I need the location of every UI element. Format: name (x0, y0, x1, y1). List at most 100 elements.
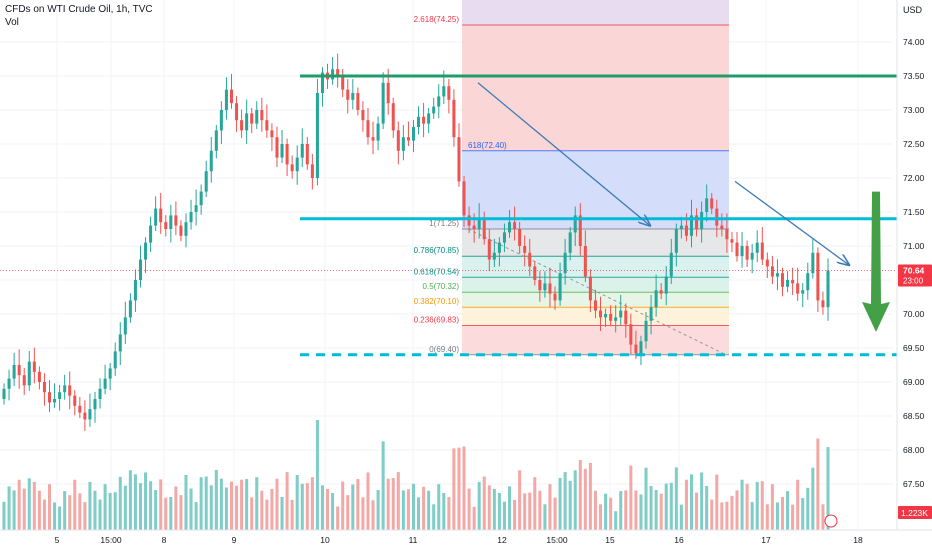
volume-bar (144, 472, 148, 530)
fib-level-label: 0.236(69.83) (414, 316, 460, 325)
volume-bar (725, 501, 729, 530)
y-tick-label: 74.00 (903, 37, 925, 47)
candle-body (422, 116, 426, 124)
candle-body (406, 137, 410, 141)
volume-bar (775, 502, 779, 530)
volume-bar (265, 499, 269, 530)
candle-body (331, 69, 335, 80)
volume-bar (300, 483, 304, 530)
candle-body (184, 222, 188, 236)
candle-body (492, 252, 496, 260)
candle-body (12, 365, 16, 379)
candle-body (659, 290, 663, 294)
volume-bar (113, 492, 117, 530)
candle-body (487, 239, 491, 260)
volume-bar (275, 478, 279, 530)
volume-bar (821, 504, 825, 530)
candle-body (629, 324, 633, 345)
trend-arrow-1 (477, 82, 650, 226)
volume-bar (22, 488, 26, 530)
currency-label: USD (902, 5, 922, 15)
candle-body (371, 137, 375, 141)
fib-level-label: 0.786(70.85) (414, 246, 460, 255)
volume-bar (2, 501, 6, 530)
candle-body (22, 375, 26, 386)
y-tick-label: 72.00 (903, 173, 925, 183)
x-tick-label: 15:00 (546, 535, 568, 545)
candle-body (588, 276, 592, 301)
volume-bar (310, 477, 314, 530)
volume-bar (442, 492, 446, 530)
volume-bar (73, 479, 77, 530)
candle-body (229, 89, 234, 104)
candle-body (245, 113, 249, 131)
volume-bar (487, 485, 491, 530)
volume-bar (568, 480, 572, 530)
candle-body (169, 215, 173, 229)
volume-bar (609, 497, 613, 530)
candle-body (578, 215, 582, 246)
volume-bar (189, 488, 193, 530)
volume-bar (47, 484, 52, 530)
candle-body (609, 314, 613, 321)
volume-bar (411, 483, 415, 530)
candle-body (568, 232, 572, 253)
fib-zone (462, 150, 729, 229)
fib-zone (462, 277, 729, 293)
candle-body (533, 266, 537, 280)
candle-body (639, 341, 643, 354)
volume-bar (684, 479, 688, 530)
volume-bar (280, 497, 284, 530)
candle-body (796, 283, 800, 294)
candles (2, 53, 830, 431)
candle-body (821, 300, 825, 308)
candle-body (558, 273, 562, 301)
volume-bar (467, 488, 471, 530)
candle-body (654, 290, 658, 308)
horizontal-levels (0, 74, 897, 357)
fib-zone (462, 325, 729, 355)
grid (0, 0, 893, 530)
volume-bar (558, 478, 562, 530)
candle-body (786, 280, 790, 287)
volume-bar (406, 489, 410, 530)
candle-body (68, 385, 72, 396)
volume-bar (619, 491, 623, 530)
candle-body (250, 113, 254, 124)
candle-body (508, 222, 512, 233)
y-tick-label: 67.50 (903, 479, 925, 489)
volume-bar (689, 474, 694, 530)
candle-body (88, 409, 92, 420)
volume-bar (770, 484, 774, 530)
volume-bar (422, 486, 426, 530)
candle-body (310, 164, 314, 178)
volume-bar (255, 477, 259, 530)
candle-body (684, 225, 688, 236)
candle-body (720, 225, 724, 229)
candle-body (806, 273, 810, 291)
volume-bar (391, 478, 395, 530)
volume-bar (447, 497, 451, 530)
volume-bar (659, 493, 663, 530)
x-tick-label: 5 (55, 535, 60, 545)
candle-body (644, 320, 648, 342)
volume-bar (219, 478, 223, 530)
volume-bar (649, 486, 653, 530)
volume-bar (674, 467, 678, 530)
volume-bar (204, 476, 208, 530)
candle-body (669, 252, 673, 277)
candle-body (315, 93, 319, 178)
volume-bar (159, 479, 163, 530)
volume-bar (240, 479, 244, 530)
fibonacci-zones: 2.618(74.25) 618(72.40) 1(71.25) 0.786(70.8… (414, 0, 729, 356)
volume-bar (53, 502, 57, 530)
x-tick-label: 11 (409, 535, 418, 545)
y-tick-label: 69.50 (903, 343, 925, 353)
candle-body (467, 215, 471, 226)
y-tick-label: 68.50 (903, 411, 925, 421)
candle-body (432, 106, 436, 114)
x-tick-label: 17 (761, 535, 771, 545)
x-tick-label: 18 (853, 535, 863, 545)
candle-body (695, 215, 699, 229)
